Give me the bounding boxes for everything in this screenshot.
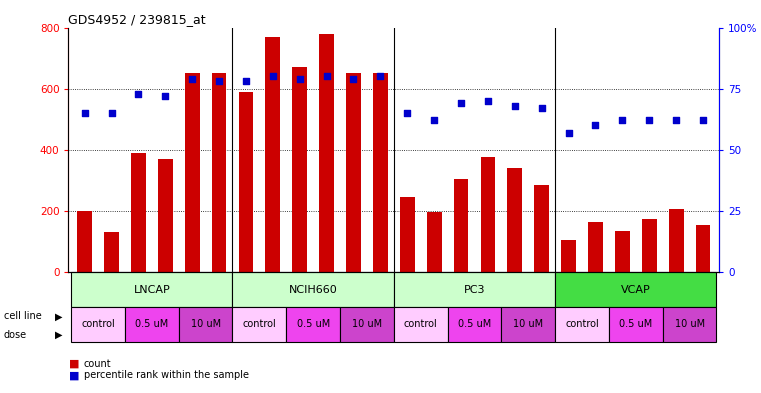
Point: [401, 110, 413, 116]
Bar: [642, 219, 657, 272]
Bar: [393, 307, 447, 342]
Point: [536, 105, 548, 111]
Text: PC3: PC3: [463, 285, 486, 294]
Point: [697, 117, 709, 123]
Text: ■: ■: [68, 358, 79, 369]
Text: 0.5 uM: 0.5 uM: [619, 320, 652, 329]
Text: dose: dose: [4, 330, 27, 340]
Bar: [346, 73, 361, 272]
Point: [106, 110, 118, 116]
Bar: [663, 307, 716, 342]
Text: 10 uM: 10 uM: [352, 320, 382, 329]
Point: [616, 117, 629, 123]
Bar: [400, 197, 415, 272]
Bar: [480, 158, 495, 272]
Point: [428, 117, 440, 123]
Text: control: control: [565, 320, 599, 329]
Point: [213, 78, 225, 84]
Bar: [393, 272, 555, 307]
Text: ▶: ▶: [55, 330, 62, 340]
Text: 10 uM: 10 uM: [190, 320, 221, 329]
Bar: [212, 73, 227, 272]
Point: [294, 76, 306, 82]
Text: cell line: cell line: [4, 311, 42, 321]
Bar: [179, 307, 233, 342]
Bar: [534, 185, 549, 272]
Point: [320, 73, 333, 79]
Bar: [615, 231, 630, 272]
Bar: [696, 225, 711, 272]
Bar: [447, 307, 501, 342]
Text: control: control: [81, 320, 115, 329]
Text: count: count: [84, 358, 111, 369]
Bar: [266, 37, 280, 272]
Bar: [185, 73, 199, 272]
Bar: [609, 307, 663, 342]
Point: [267, 73, 279, 79]
Text: ▶: ▶: [55, 311, 62, 321]
Text: GDS4952 / 239815_at: GDS4952 / 239815_at: [68, 13, 206, 26]
Text: LNCAP: LNCAP: [133, 285, 170, 294]
Bar: [427, 213, 441, 272]
Bar: [561, 240, 576, 272]
Text: control: control: [243, 320, 276, 329]
Point: [159, 93, 171, 99]
Point: [455, 100, 467, 107]
Text: percentile rank within the sample: percentile rank within the sample: [84, 370, 249, 380]
Text: 0.5 uM: 0.5 uM: [135, 320, 168, 329]
Bar: [125, 307, 179, 342]
Text: 0.5 uM: 0.5 uM: [297, 320, 330, 329]
Point: [186, 76, 199, 82]
Bar: [292, 67, 307, 272]
Bar: [508, 168, 522, 272]
Bar: [72, 272, 233, 307]
Bar: [233, 307, 286, 342]
Bar: [555, 307, 609, 342]
Point: [670, 117, 682, 123]
Bar: [77, 211, 92, 272]
Bar: [319, 34, 334, 272]
Point: [482, 98, 494, 104]
Text: 10 uM: 10 uM: [674, 320, 705, 329]
Point: [240, 78, 252, 84]
Bar: [373, 73, 388, 272]
Text: control: control: [404, 320, 438, 329]
Point: [643, 117, 655, 123]
Bar: [669, 209, 683, 272]
Bar: [286, 307, 340, 342]
Bar: [158, 159, 173, 272]
Point: [374, 73, 387, 79]
Bar: [555, 272, 716, 307]
Point: [589, 122, 601, 129]
Text: 10 uM: 10 uM: [513, 320, 543, 329]
Bar: [454, 179, 469, 272]
Point: [508, 103, 521, 109]
Text: NCIH660: NCIH660: [288, 285, 338, 294]
Point: [78, 110, 91, 116]
Bar: [233, 272, 394, 307]
Bar: [588, 222, 603, 272]
Text: ■: ■: [68, 370, 79, 380]
Bar: [238, 92, 253, 272]
Bar: [131, 153, 146, 272]
Point: [562, 130, 575, 136]
Bar: [501, 307, 555, 342]
Text: 0.5 uM: 0.5 uM: [458, 320, 491, 329]
Bar: [104, 232, 119, 272]
Text: VCAP: VCAP: [621, 285, 651, 294]
Point: [132, 90, 145, 97]
Point: [348, 76, 360, 82]
Bar: [340, 307, 394, 342]
Bar: [72, 307, 125, 342]
